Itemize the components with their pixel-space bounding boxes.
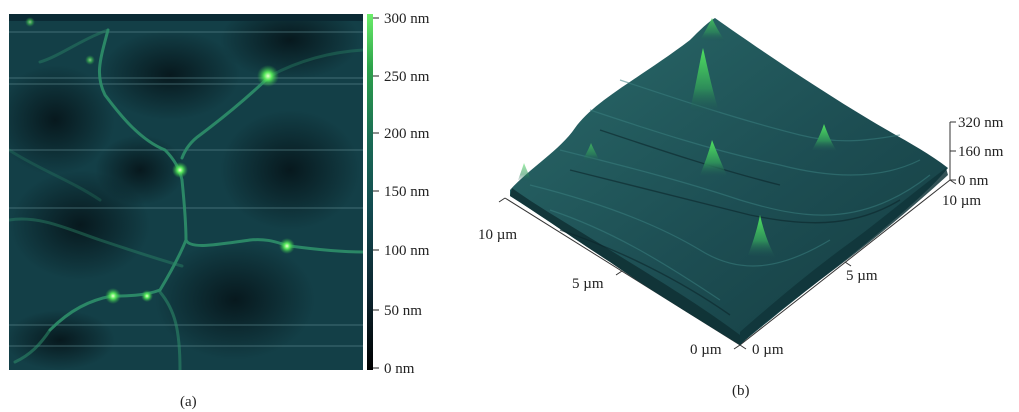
surface-peak — [700, 140, 728, 178]
left-axis-tick-label: 10 µm — [478, 227, 517, 243]
caption-a: (a) — [180, 394, 197, 410]
surface-peak — [748, 215, 776, 258]
colorbar-gradient — [367, 14, 373, 370]
left-axis-tick-label: 5 µm — [572, 276, 604, 292]
z-tick-label: 320 nm — [958, 115, 1004, 131]
panel-b: 320 nm 160 nm 0 nm 10 µm 5 µm 0 µm 0 µm … — [478, 18, 1004, 399]
afm-3d-surface — [510, 18, 948, 345]
surface-peak — [690, 48, 720, 115]
surface-peak — [583, 143, 600, 162]
colorbar-tick-label: 150 nm — [384, 184, 430, 200]
z-tick-label: 160 nm — [958, 144, 1004, 160]
colorbar-tick-label: 300 nm — [384, 11, 430, 27]
surface-peak — [812, 124, 838, 152]
caption-b: (b) — [732, 383, 750, 399]
colorbar-tick-label: 50 nm — [384, 303, 422, 319]
right-axis-tick-label: 10 µm — [942, 193, 981, 209]
colorbar-tick-label: 100 nm — [384, 243, 430, 259]
panel-a: 300 nm 250 nm 200 nm 150 nm 100 nm 50 nm… — [9, 11, 430, 410]
colorbar-tick-label: 200 nm — [384, 126, 430, 142]
colorbar-tick-label: 0 nm — [384, 361, 415, 377]
right-axis-tick-label: 0 µm — [752, 342, 784, 358]
afm-height-map — [9, 14, 363, 370]
colorbar: 300 nm 250 nm 200 nm 150 nm 100 nm 50 nm… — [367, 11, 430, 377]
surface-peak — [518, 163, 532, 182]
z-tick-label: 0 nm — [958, 173, 989, 189]
right-axis-tick-label: 5 µm — [846, 268, 878, 284]
left-axis-tick-label: 0 µm — [690, 342, 722, 358]
colorbar-tick-label: 250 nm — [384, 69, 430, 85]
surface-peak — [700, 18, 726, 42]
